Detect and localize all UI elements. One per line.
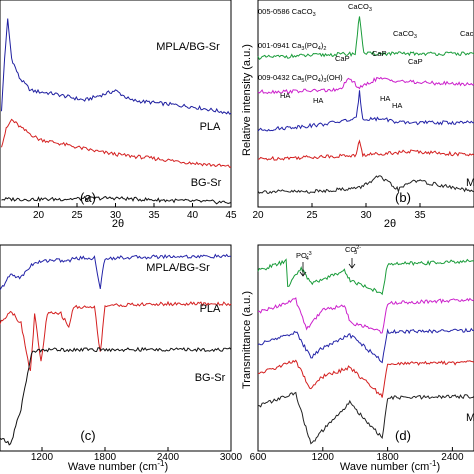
- series-line-b-1: [257, 76, 474, 95]
- peak-label-ha-3: HA: [380, 94, 390, 103]
- panel-a-frame: [0, 0, 232, 208]
- ref-label-ca3po42: 001-0941 Ca3(PO4)2: [258, 41, 326, 52]
- x-tick-label-a-2: 30: [110, 210, 122, 221]
- panel-a: 20 25 30 35 40 45 MPLA/BG-Sr PLA BG-Sr (a) 2θ: [0, 0, 237, 230]
- series-line-d-4: [257, 391, 474, 445]
- peak-label-cap-3: CaP: [408, 57, 423, 66]
- peak-label-caco3-main: CaCO3: [348, 2, 372, 13]
- series-line-d-1: [257, 297, 474, 334]
- x-tick-label-c-0: 1200: [31, 452, 54, 463]
- peak-label-cap-1: CaP: [335, 54, 350, 63]
- panel-b-ylabel: Relative intensity (a.u.): [241, 44, 253, 156]
- x-tick-label-c-2: 2400: [157, 452, 180, 463]
- panel-c: 1200 1800 2400 3000 MPLA/BG-Sr PLA BG-Sr (c…: [0, 244, 243, 473]
- panel-d-frame: [257, 244, 474, 452]
- series-line-a-2: [1, 195, 232, 205]
- ref-label-hydroxyapatite: 009-0432 Ca5(PO4)3(OH): [258, 73, 343, 84]
- series-label-bg-sr: BG-Sr: [191, 177, 222, 189]
- x-tick-label-a-4: 40: [187, 210, 199, 221]
- series-label-pla-c: PLA: [200, 303, 221, 315]
- series-line-c-2: [0, 346, 232, 446]
- arrow-po4-icon: [299, 262, 307, 277]
- series-line-a-0: [1, 18, 232, 115]
- panel-d-edge-label: M: [466, 412, 474, 424]
- x-tick-label-d-2: 1800: [376, 452, 399, 463]
- peak-label-co3: CO2-3: [345, 245, 361, 256]
- ref-label-caco3: 005-0586 CaCO3: [258, 7, 316, 18]
- x-tick-label-a-1: 25: [71, 210, 83, 221]
- panel-c-xlabel: Wave number (cm-1): [68, 459, 168, 473]
- series-line-d-0: [257, 258, 474, 296]
- series-line-b-4: [257, 175, 474, 194]
- peak-label-ha-4: HA: [392, 101, 402, 110]
- series-label-mpla-bg-sr: MPLA/BG-Sr: [156, 41, 220, 53]
- series-label-mpla-bg-sr-c: MPLA/BG-Sr: [146, 262, 210, 274]
- x-tick-label-a-0: 20: [33, 210, 45, 221]
- panel-a-label: (a): [80, 190, 96, 205]
- panel-d: 600 1200 1800 2400 Transmittance (a.u.) PO-…: [241, 244, 474, 473]
- peak-label-caco3-2: CaCO3: [393, 29, 417, 40]
- peak-label-po4: PO-3 4: [296, 251, 312, 262]
- x-tick-label-c-1: 1800: [94, 452, 117, 463]
- x-tick-label-a-5: 45: [225, 210, 237, 221]
- series-line-d-3: [257, 359, 474, 398]
- peak-label-caco3-3: Cac: [460, 29, 474, 38]
- panel-d-label: (d): [395, 428, 411, 443]
- series-label-pla: PLA: [200, 121, 221, 133]
- series-line-d-2: [257, 327, 474, 364]
- series-line-c-0: [0, 253, 232, 291]
- arrow-co3-icon: [348, 258, 356, 269]
- panel-b: 20 25 30 35 Relative intensity (a.u.) 005-0…: [241, 0, 474, 230]
- x-tick-label-d-1: 1200: [312, 452, 335, 463]
- x-tick-label-b-3: 35: [414, 210, 426, 221]
- series-label-bg-sr-c: BG-Sr: [195, 372, 226, 384]
- peak-label-ha-1: HA: [280, 91, 290, 100]
- x-tick-label-b-1: 25: [306, 210, 318, 221]
- series-line-b-0: [257, 16, 474, 61]
- panel-d-ylabel: Transmittance (a.u.): [241, 291, 253, 389]
- peak-label-ha-2: HA: [313, 96, 323, 105]
- series-line-a-1: [1, 118, 232, 168]
- series-line-b-3: [257, 139, 474, 161]
- x-tick-label-b-0: 20: [252, 210, 264, 221]
- panel-b-xlabel: 2θ: [384, 218, 396, 230]
- panel-b-label: (b): [395, 190, 411, 205]
- x-tick-label-b-2: 30: [360, 210, 372, 221]
- x-tick-label-d-3: 2400: [441, 452, 464, 463]
- series-line-c-1: [0, 300, 232, 371]
- panel-b-frame: [257, 0, 474, 208]
- panel-a-xlabel: 2θ: [112, 218, 124, 230]
- panel-c-frame: [0, 244, 232, 452]
- panel-d-xlabel: Wave number (cm-1): [340, 459, 440, 473]
- x-tick-label-d-0: 600: [250, 452, 267, 463]
- x-tick-label-a-3: 35: [148, 210, 160, 221]
- panel-b-edge-label: M: [466, 177, 474, 189]
- peak-label-cap-2: CaP: [372, 49, 387, 58]
- panel-c-label: (c): [80, 428, 95, 443]
- series-line-b-2: [257, 90, 474, 132]
- x-tick-label-c-3: 3000: [220, 452, 243, 463]
